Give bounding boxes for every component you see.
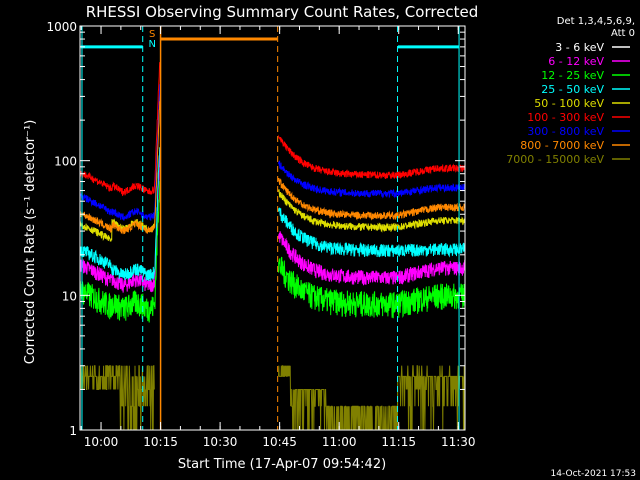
series-line-3-6kev-part2	[278, 273, 465, 382]
y-tick-label-1: 10	[62, 289, 77, 303]
plot-area: SN	[80, 26, 465, 430]
series-line-50-100kev-part2	[278, 189, 465, 233]
series-line-25-50kev-part2	[278, 207, 465, 258]
x-tick-label-1: 10:15	[143, 435, 178, 449]
series-line-100-300kev-part1	[80, 62, 161, 197]
x-tick-label-3: 10:45	[262, 435, 297, 449]
legend-label-0: 3 - 6 keV	[555, 41, 604, 54]
y-tick-label-3: 1000	[46, 20, 77, 34]
legend-label-6: 300 - 800 keV	[527, 125, 604, 138]
series-line-300-800kev-part2	[278, 160, 465, 199]
series-line-12-25kev-part2	[278, 256, 465, 319]
series-line-6-12kev-part1	[80, 149, 161, 293]
legend-label-4: 50 - 100 keV	[534, 97, 604, 110]
series-line-300-800kev-part1	[80, 84, 161, 221]
x-tick-label-0: 10:00	[84, 435, 119, 449]
flag-letter-s: S	[149, 29, 155, 40]
plot-frame	[79, 25, 466, 431]
y-axis-label: Corrected Count Rate (s⁻¹ detector⁻¹)	[23, 120, 38, 365]
series-line-3-6kev-part1	[80, 216, 161, 391]
flag-letter-n: N	[148, 39, 155, 50]
series-line-7000-15000kev-part2	[278, 365, 465, 430]
legend-label-3: 25 - 50 keV	[541, 83, 604, 96]
legend-label-2: 12 - 25 keV	[541, 69, 604, 82]
series-line-100-300kev-part2	[278, 134, 465, 179]
series-line-12-25kev-part1	[80, 180, 161, 323]
y-tick-label-0: 1	[69, 424, 77, 438]
axes: 1 10 100 1000 10:00 10:15 10:30 10:45 11:00 11:15…	[46, 20, 475, 449]
series-line-800-7000kev-part1	[80, 101, 161, 235]
legend-label-7: 800 - 7000 keV	[520, 139, 604, 152]
legend-header-1: Att 0	[611, 28, 635, 39]
timestamp: 14-Oct-2021 17:53	[551, 469, 636, 479]
legend-header-0: Det 1,3,4,5,6,9,	[557, 16, 635, 27]
series-line-25-50kev-part1	[80, 147, 161, 282]
x-tick-label-4: 11:00	[322, 435, 357, 449]
x-tick-label-5: 11:15	[381, 435, 416, 449]
legend-label-8: 7000 - 15000 keV	[506, 153, 604, 166]
series-line-7000-15000kev-part1	[80, 365, 155, 430]
chart-title: RHESSI Observing Summary Count Rates, Co…	[86, 3, 479, 21]
x-tick-label-2: 10:30	[203, 435, 238, 449]
y-tick-label-2: 100	[54, 155, 77, 169]
series-line-800-7000kev-part2	[278, 177, 465, 221]
series-group	[80, 62, 465, 430]
legend-label-5: 100 - 300 keV	[527, 111, 604, 124]
x-tick-label-6: 11:30	[441, 435, 476, 449]
x-axis-label: Start Time (17-Apr-07 09:54:42)	[178, 457, 386, 472]
series-line-6-12kev-part2	[278, 231, 465, 286]
legend-label-1: 6 - 12 keV	[548, 55, 604, 68]
